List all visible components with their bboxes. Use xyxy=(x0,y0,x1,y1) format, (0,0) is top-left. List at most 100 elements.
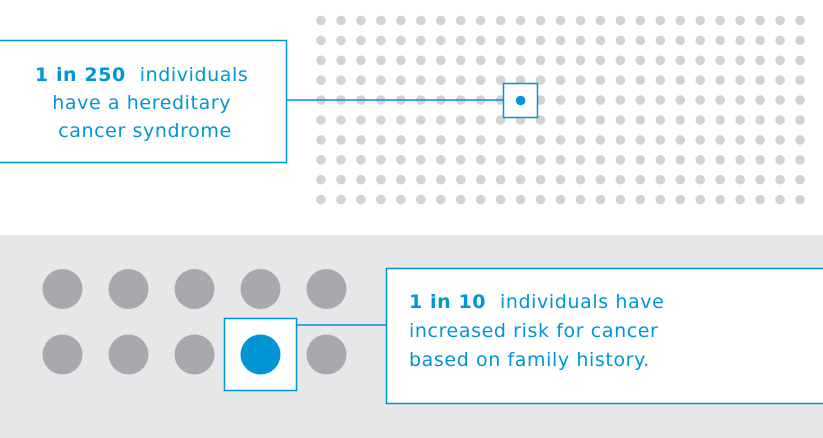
dot xyxy=(515,55,526,66)
dot xyxy=(655,174,666,185)
dot xyxy=(316,194,326,205)
dot xyxy=(675,135,686,145)
dot xyxy=(316,55,326,66)
dot xyxy=(336,135,346,145)
dot xyxy=(775,155,785,165)
dot xyxy=(396,194,406,205)
dot xyxy=(336,75,346,85)
dot xyxy=(575,194,586,205)
dot xyxy=(356,135,366,145)
dot xyxy=(336,115,346,125)
dot xyxy=(595,75,606,85)
dot xyxy=(455,35,466,46)
dot xyxy=(675,155,686,165)
dot xyxy=(535,135,546,145)
dot xyxy=(575,174,586,185)
dot xyxy=(675,75,686,85)
dot xyxy=(306,334,347,375)
dot xyxy=(475,15,486,26)
dot xyxy=(795,95,805,105)
dot xyxy=(356,55,366,66)
dot xyxy=(316,75,326,85)
dot xyxy=(475,55,486,66)
dot xyxy=(336,15,346,26)
dot xyxy=(555,194,566,205)
dot xyxy=(735,15,745,26)
dot xyxy=(655,194,666,205)
dot xyxy=(336,55,346,66)
callout-box xyxy=(385,267,823,405)
dot xyxy=(595,55,606,66)
dot xyxy=(775,194,785,205)
dot xyxy=(655,135,666,145)
dot xyxy=(715,95,725,105)
dot xyxy=(755,135,765,145)
dot xyxy=(396,75,406,85)
dot xyxy=(595,174,606,185)
dot xyxy=(575,115,586,125)
dot xyxy=(635,155,646,165)
dot xyxy=(635,174,646,185)
dot xyxy=(535,55,546,66)
dot xyxy=(376,75,386,85)
dot xyxy=(455,155,466,165)
dot xyxy=(515,194,526,205)
dot xyxy=(795,194,805,205)
dot xyxy=(795,75,805,85)
dot xyxy=(336,194,346,205)
dot xyxy=(575,95,586,105)
dot xyxy=(695,55,706,66)
dot xyxy=(475,35,486,46)
dot xyxy=(575,135,586,145)
dot xyxy=(675,55,686,66)
dot xyxy=(595,155,606,165)
dot xyxy=(515,35,526,46)
dot xyxy=(535,15,546,26)
dot xyxy=(795,115,805,125)
dot xyxy=(755,115,765,125)
dot xyxy=(416,135,426,145)
emphasis: 1 in 250 xyxy=(35,64,133,86)
dot xyxy=(356,115,366,125)
dot xyxy=(615,95,626,105)
dot xyxy=(555,174,566,185)
dot xyxy=(435,135,446,145)
dot xyxy=(376,15,386,26)
dot xyxy=(635,55,646,66)
dot xyxy=(655,55,666,66)
dot xyxy=(356,15,366,26)
dot xyxy=(775,15,785,26)
dot xyxy=(435,75,446,85)
dot xyxy=(495,15,506,26)
dot xyxy=(775,75,785,85)
dot xyxy=(376,135,386,145)
small-dot-grid xyxy=(316,15,805,205)
dot xyxy=(174,334,215,375)
dot xyxy=(735,115,745,125)
dot xyxy=(396,35,406,46)
dot xyxy=(795,35,805,46)
dot xyxy=(755,174,765,185)
dot xyxy=(755,194,765,205)
dot xyxy=(575,15,586,26)
dot xyxy=(416,15,426,26)
dot xyxy=(416,115,426,125)
dot xyxy=(615,155,626,165)
dot xyxy=(376,115,386,125)
dot xyxy=(306,269,347,309)
dot xyxy=(495,55,506,66)
dot xyxy=(416,155,426,165)
dot xyxy=(755,55,765,66)
dot xyxy=(695,135,706,145)
dot xyxy=(174,269,215,309)
dot xyxy=(396,115,406,125)
callout-text: 1 in 10 individuals have increased risk … xyxy=(409,291,671,371)
dot xyxy=(795,55,805,66)
dot xyxy=(735,155,745,165)
dot xyxy=(755,15,765,26)
dot xyxy=(435,155,446,165)
dot xyxy=(316,174,326,185)
dot xyxy=(316,155,326,165)
dot xyxy=(356,155,366,165)
dot xyxy=(775,55,785,66)
